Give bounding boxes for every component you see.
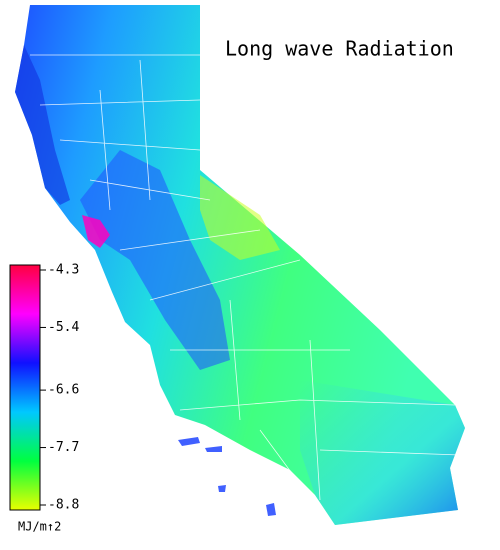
california-map	[15, 5, 465, 526]
colorbar	[9, 264, 41, 511]
county-lines	[30, 54, 461, 526]
colorbar-tick-label: -4.3	[48, 263, 79, 278]
island	[266, 503, 276, 516]
map-title: Long wave Radiation	[225, 37, 454, 61]
island	[218, 485, 226, 492]
island	[205, 446, 222, 452]
colorbar-unit: MJ/m↑2	[18, 520, 61, 534]
colorbar-tick-label: -8.8	[48, 498, 79, 513]
colorbar-tick-label: -5.4	[48, 320, 79, 335]
island	[178, 437, 200, 446]
colorbar-tick-label: -7.7	[48, 440, 79, 455]
valley-shade	[80, 150, 230, 370]
coast-shade	[15, 45, 70, 205]
bay-area	[82, 215, 110, 248]
desert-yellow	[200, 175, 280, 260]
colorbar-tick-label: -6.6	[48, 383, 79, 398]
